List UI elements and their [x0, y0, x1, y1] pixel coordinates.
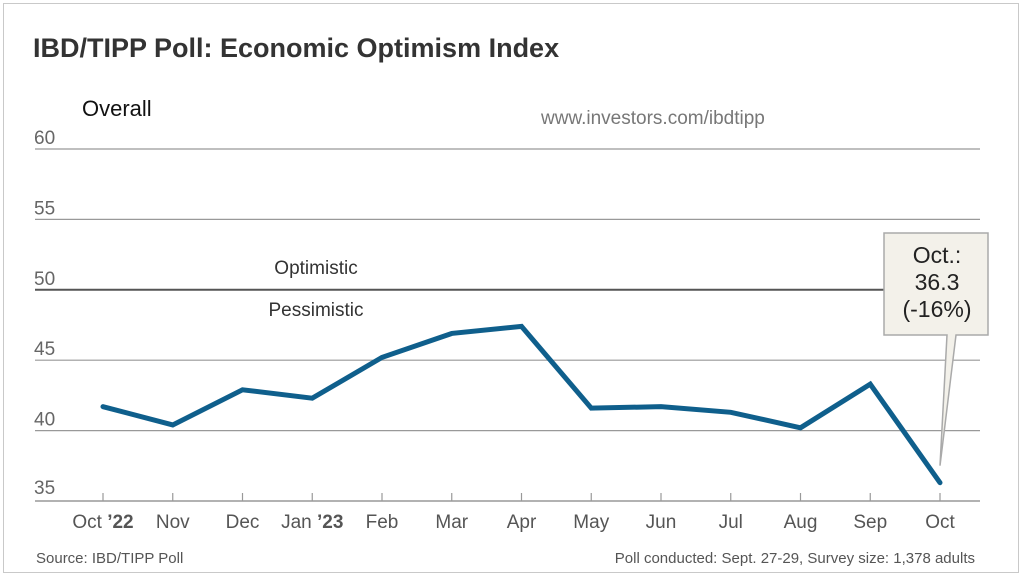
y-tick-label: 35: [34, 478, 55, 499]
chart-subtitle: Overall: [82, 96, 152, 121]
callout-box: [883, 232, 989, 466]
x-tick-label: Feb: [366, 512, 399, 533]
x-tick-label: Apr: [507, 512, 537, 533]
y-tick-label: 55: [34, 198, 55, 219]
callout: Oct.:36.3(-16%): [883, 232, 989, 466]
x-tick-label: Jun: [646, 512, 677, 533]
y-tick-label: 45: [34, 339, 55, 360]
x-tick-label: Nov: [156, 512, 190, 533]
y-tick-label: 60: [34, 128, 55, 149]
x-tick-label: May: [573, 512, 609, 533]
callout-text: 36.3: [915, 269, 960, 295]
source-note: Source: IBD/TIPP Poll: [36, 550, 183, 567]
pessimistic-label: Pessimistic: [268, 300, 363, 321]
chart-title: IBD/TIPP Poll: Economic Optimism Index: [33, 33, 559, 63]
callout-text: Oct.:: [913, 242, 962, 268]
source-url: www.investors.com/ibdtipp: [540, 108, 765, 129]
x-tick-label: Oct ’22: [72, 512, 133, 533]
callout-text: (-16%): [902, 296, 971, 322]
survey-note: Poll conducted: Sept. 27-29, Survey size…: [615, 550, 975, 567]
x-tick-label: Mar: [435, 512, 468, 533]
x-tick-label: Oct: [925, 512, 955, 533]
y-tick-label: 50: [34, 269, 55, 290]
x-tick-label: Sep: [853, 512, 887, 533]
y-tick-label: 40: [34, 410, 55, 431]
series-line: [100, 323, 943, 486]
chart-frame: [3, 3, 1019, 573]
optimistic-label: Optimistic: [274, 258, 357, 279]
x-tick-label: Aug: [784, 512, 818, 533]
x-tick-label: Dec: [226, 512, 260, 533]
x-tick-label: Jan ’23: [281, 512, 343, 533]
x-tick-label: Jul: [719, 512, 743, 533]
